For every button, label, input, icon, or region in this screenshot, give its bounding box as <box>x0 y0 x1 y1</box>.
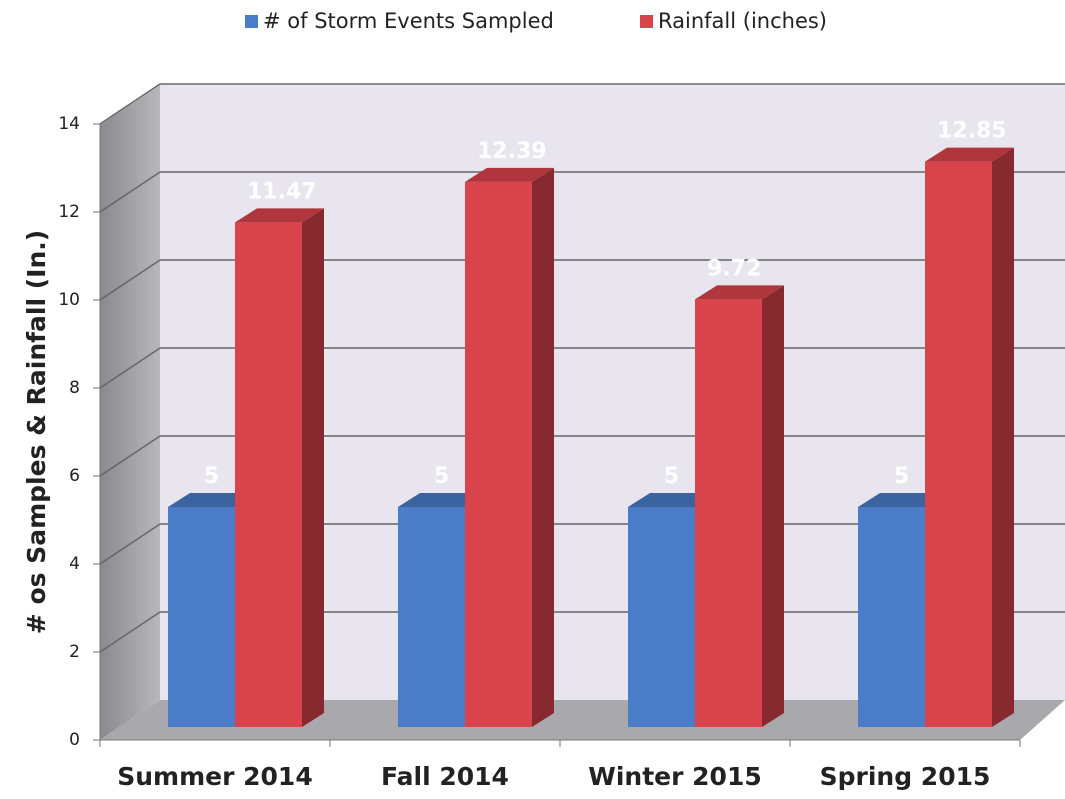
y-tick-label: 6 <box>69 466 80 486</box>
bar-side <box>762 285 784 727</box>
bar <box>858 507 925 727</box>
value-label: 5 <box>434 464 449 489</box>
bar <box>465 181 532 728</box>
y-tick-label: 14 <box>58 114 80 134</box>
bar-side <box>302 208 324 727</box>
bar-top <box>925 147 1014 162</box>
value-label: 12.85 <box>937 119 1007 144</box>
bar-top <box>168 493 257 507</box>
bar <box>925 161 992 728</box>
bar-side <box>532 167 554 728</box>
bar-top <box>235 208 324 223</box>
y-axis-label: # os Samples & Rainfall (In.) <box>22 230 51 634</box>
value-label: 5 <box>204 464 219 489</box>
value-label: 11.47 <box>247 179 317 204</box>
y-tick-label: 10 <box>58 290 80 310</box>
legend-label: Rainfall (inches) <box>658 9 827 33</box>
bar <box>235 222 302 727</box>
bar <box>628 507 695 727</box>
bar-top <box>858 493 947 507</box>
grid-line <box>99 611 161 653</box>
y-tick-label: 0 <box>69 730 80 750</box>
y-tick-label: 2 <box>69 642 80 662</box>
y-tick-label: 8 <box>69 378 80 398</box>
bar-top <box>398 493 487 507</box>
bar <box>398 507 465 727</box>
grid-line <box>99 171 161 213</box>
value-label: 5 <box>664 464 679 489</box>
legend-swatch <box>245 15 258 28</box>
grid-line <box>99 523 161 565</box>
y-tick-label: 4 <box>69 554 80 574</box>
back-wall <box>160 85 1065 700</box>
bar-side <box>992 147 1014 728</box>
bar <box>168 507 235 727</box>
value-label: 5 <box>894 464 909 489</box>
value-label: 9.72 <box>707 256 761 281</box>
grid-line <box>99 347 161 389</box>
y-tick-label: 12 <box>58 202 80 222</box>
grid-line <box>99 83 161 125</box>
floor <box>100 700 1065 740</box>
bar-top <box>628 493 717 507</box>
x-tick-label: Fall 2014 <box>381 762 509 791</box>
legend-label: # of Storm Events Sampled <box>263 9 554 33</box>
bar-top <box>465 167 554 182</box>
x-tick-label: Spring 2015 <box>820 762 991 791</box>
x-tick-label: Summer 2014 <box>117 762 312 791</box>
grid-line <box>99 259 161 301</box>
bar <box>695 299 762 727</box>
side-wall <box>100 85 160 740</box>
value-label: 12.39 <box>477 139 547 164</box>
x-tick-label: Winter 2015 <box>588 762 761 791</box>
legend-swatch <box>640 15 653 28</box>
grid-line <box>99 435 161 477</box>
bar-top <box>695 285 784 300</box>
